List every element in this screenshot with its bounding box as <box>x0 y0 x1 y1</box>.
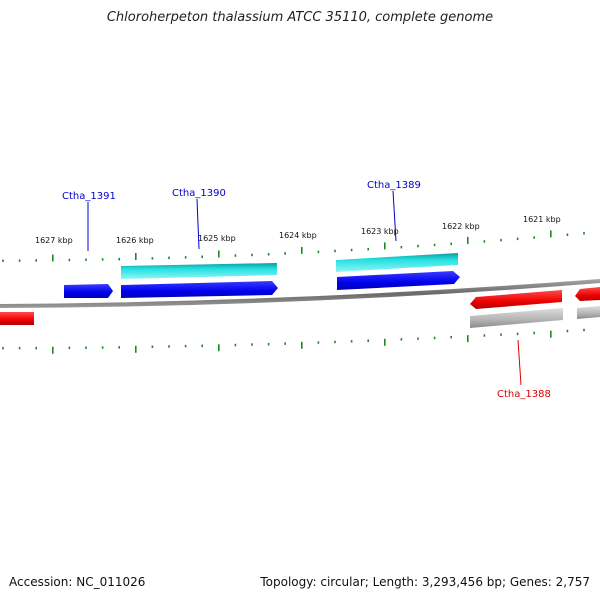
gene-label-ctha-1389[interactable]: Ctha_1389 <box>367 180 421 191</box>
genome-backbone <box>0 279 600 308</box>
leader-ctha-1390 <box>196 198 200 250</box>
leader-ctha-1388 <box>517 339 522 386</box>
genome-summary-text: Topology: circular; Length: 3,293,456 bp… <box>260 575 590 589</box>
gene-arrow-ctha-1390[interactable] <box>121 281 278 298</box>
tick-label-1624: 1624 kbp <box>279 231 317 240</box>
cds-ctha-1389[interactable] <box>336 253 458 272</box>
tick-label-1625: 1625 kbp <box>198 234 236 243</box>
lower-tick-row <box>2 328 585 354</box>
cds-ctha-1388[interactable] <box>470 308 563 328</box>
gene-arrow-ctha-1389[interactable] <box>337 271 460 290</box>
kbp-scale: 1627 kbp 1626 kbp 1625 kbp 1624 kbp 1623… <box>35 215 561 245</box>
cds-ctha-1390[interactable] <box>121 263 277 279</box>
genome-title: Chloroherpeton thalassium ATCC 35110, co… <box>106 10 494 25</box>
gene-label-ctha-1390[interactable]: Ctha_1390 <box>172 188 226 199</box>
tick-label-1621: 1621 kbp <box>523 215 561 224</box>
accession-text: Accession: NC_011026 <box>9 575 146 589</box>
tick-label-1622: 1622 kbp <box>442 222 480 231</box>
gene-arrow-ctha-1388[interactable] <box>470 290 562 309</box>
upper-tick-row <box>2 230 585 262</box>
leader-ctha-1389 <box>392 190 397 242</box>
gene-label-ctha-1391[interactable]: Ctha_1391 <box>62 191 116 202</box>
tick-label-1626: 1626 kbp <box>116 236 154 245</box>
gene-arrow-right-edge[interactable] <box>575 287 600 301</box>
tick-label-1623: 1623 kbp <box>361 227 399 236</box>
gene-arrow-left-edge[interactable] <box>0 312 34 325</box>
tick-label-1627: 1627 kbp <box>35 236 73 245</box>
gene-label-ctha-1388[interactable]: Ctha_1388 <box>497 389 551 400</box>
gene-arrow-ctha-1391[interactable] <box>64 284 113 298</box>
cds-right-edge[interactable] <box>577 306 600 319</box>
